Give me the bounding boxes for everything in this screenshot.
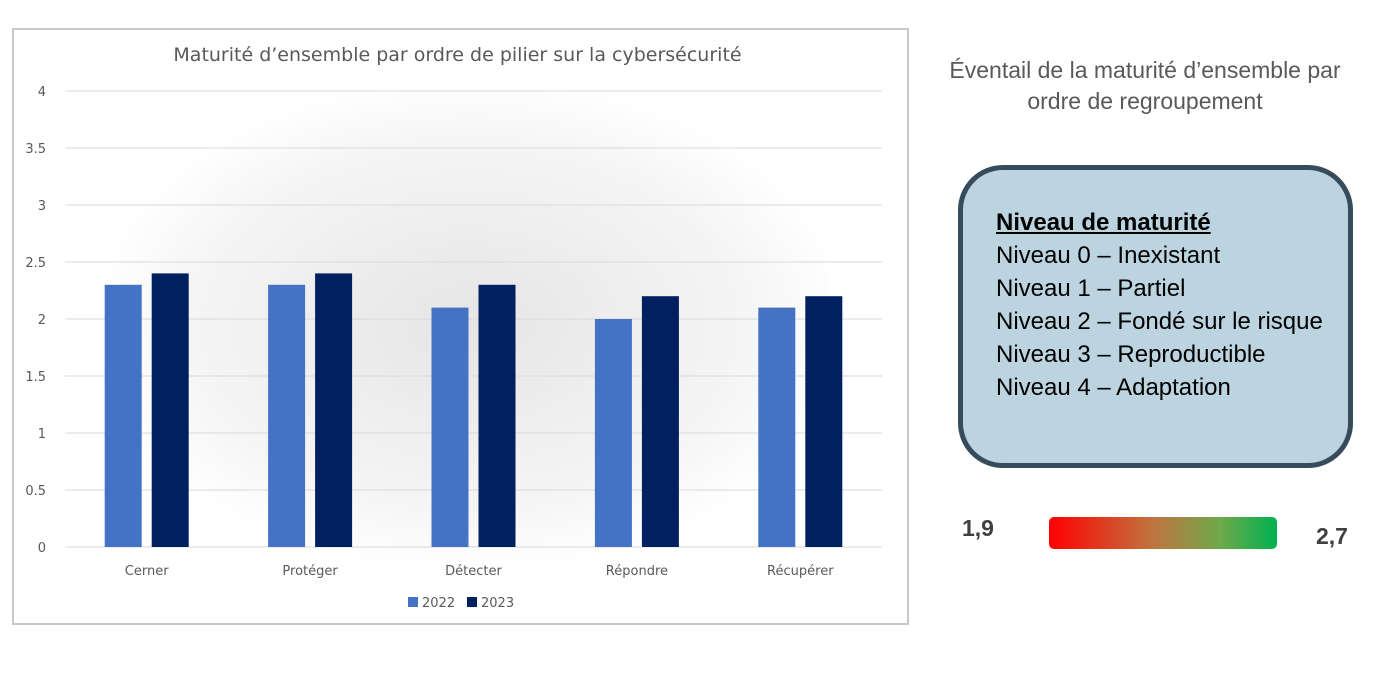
maturity-levels-list: Niveau 0 – Inexistant Niveau 1 – Partiel… bbox=[996, 239, 1348, 404]
y-tick-label: 2.5 bbox=[25, 256, 46, 271]
maturity-level-0: Niveau 0 – Inexistant bbox=[996, 242, 1221, 269]
maturity-level-1: Niveau 1 – Partiel bbox=[996, 275, 1186, 302]
range-max-label: 2,7 bbox=[1316, 523, 1348, 549]
y-tick-label: 0.5 bbox=[25, 484, 46, 499]
bar-2023-cerner bbox=[151, 273, 189, 547]
range-min-label: 1,9 bbox=[962, 515, 994, 541]
bar-2022-répondre bbox=[594, 319, 632, 547]
x-tick-label: Récupérer bbox=[767, 564, 834, 579]
maturity-levels-heading: Niveau de maturité bbox=[996, 209, 1211, 236]
y-tick-label: 2 bbox=[38, 313, 46, 328]
y-tick-label: 3 bbox=[38, 199, 46, 214]
range-gradient-bar bbox=[1049, 517, 1277, 549]
bar-2022-protéger bbox=[268, 284, 306, 547]
maturity-level-2: Niveau 2 – Fondé sur le risque bbox=[996, 308, 1323, 335]
x-tick-label: Détecter bbox=[445, 564, 502, 579]
bar-2022-cerner bbox=[104, 284, 142, 547]
bar-2023-protéger bbox=[315, 273, 353, 547]
legend-label-2022: 2022 bbox=[422, 596, 455, 611]
legend-swatch-2022 bbox=[408, 597, 418, 607]
bar-chart: 0 0.5 1 1.5 2 2.5 3 3.5 4 Cerner Protéger Détecter R… bbox=[25, 85, 882, 611]
range-panel-title: Éventail de la maturité d’ensemble par o… bbox=[949, 57, 1341, 114]
y-tick-label: 4 bbox=[38, 85, 46, 100]
maturity-levels-box: Niveau de maturité Niveau 0 – Inexistant… bbox=[958, 165, 1353, 468]
y-tick-label: 1 bbox=[38, 427, 46, 442]
bar-2023-détecter bbox=[478, 284, 516, 547]
chart-title: Maturité d’ensemble par ordre de pilier … bbox=[173, 44, 742, 66]
maturity-level-4: Niveau 4 – Adaptation bbox=[996, 374, 1231, 401]
bar-2023-répondre bbox=[641, 296, 679, 547]
y-tick-label: 3.5 bbox=[25, 142, 46, 157]
y-tick-label: 1.5 bbox=[25, 370, 46, 385]
x-tick-label: Cerner bbox=[125, 564, 169, 579]
x-tick-label: Protéger bbox=[282, 564, 338, 579]
bar-2022-détecter bbox=[431, 307, 469, 547]
legend-swatch-2023 bbox=[467, 597, 477, 607]
bar-2022-récupérer bbox=[758, 307, 796, 547]
maturity-level-3: Niveau 3 – Reproductible bbox=[996, 341, 1266, 368]
legend-label-2023: 2023 bbox=[481, 596, 514, 611]
y-tick-label: 0 bbox=[38, 541, 46, 556]
bar-2023-récupérer bbox=[805, 296, 843, 547]
x-tick-label: Répondre bbox=[606, 564, 668, 579]
